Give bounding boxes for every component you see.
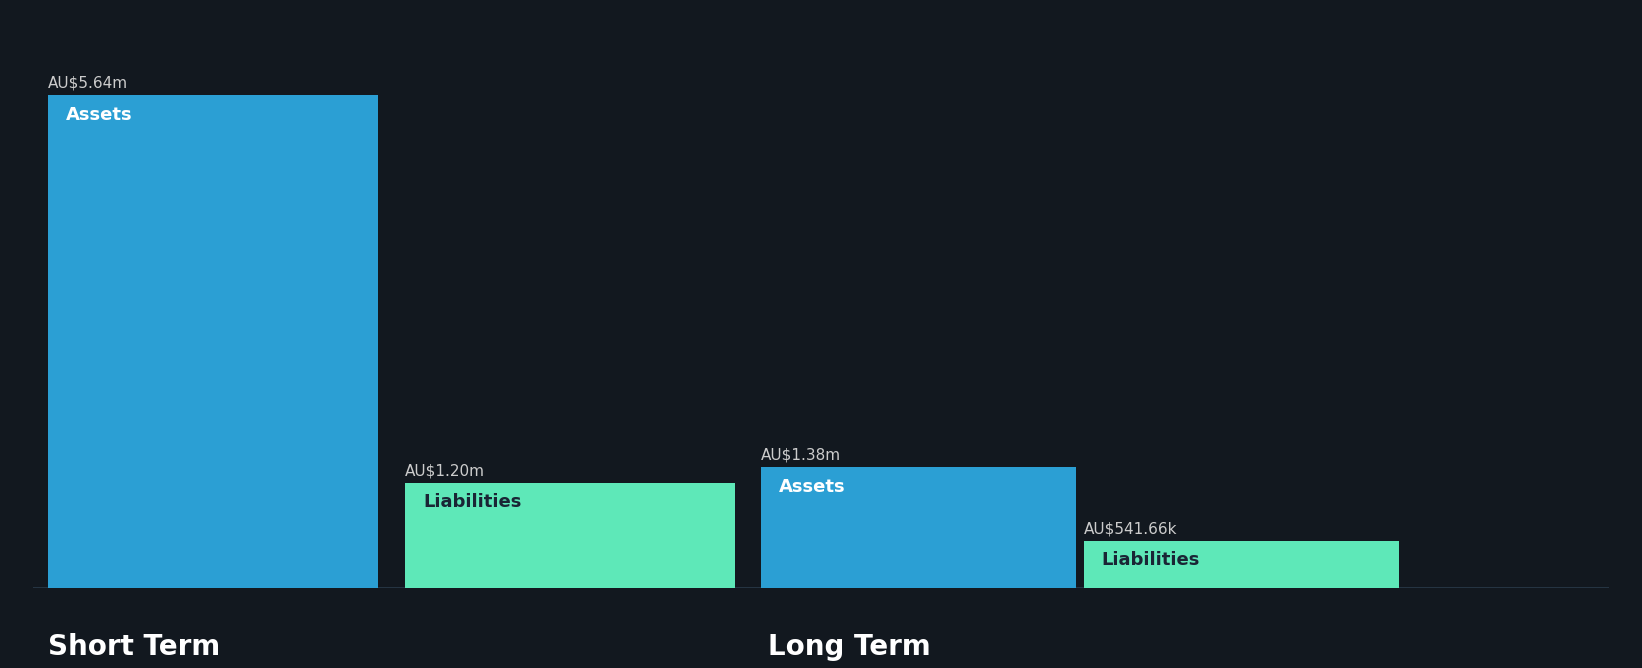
Bar [406,483,736,588]
Text: AU$1.38m: AU$1.38m [760,448,841,463]
Bar [1084,540,1399,588]
Text: Short Term: Short Term [48,633,220,661]
Bar [48,95,378,588]
Text: AU$1.20m: AU$1.20m [406,464,484,479]
Text: Long Term: Long Term [768,633,931,661]
Text: Assets: Assets [66,106,133,124]
Text: AU$541.66k: AU$541.66k [1084,521,1177,536]
Text: Liabilities: Liabilities [1102,551,1200,569]
Text: AU$5.64m: AU$5.64m [48,75,128,91]
Bar [760,468,1076,588]
Text: Liabilities: Liabilities [424,494,522,512]
Text: Assets: Assets [778,478,846,496]
